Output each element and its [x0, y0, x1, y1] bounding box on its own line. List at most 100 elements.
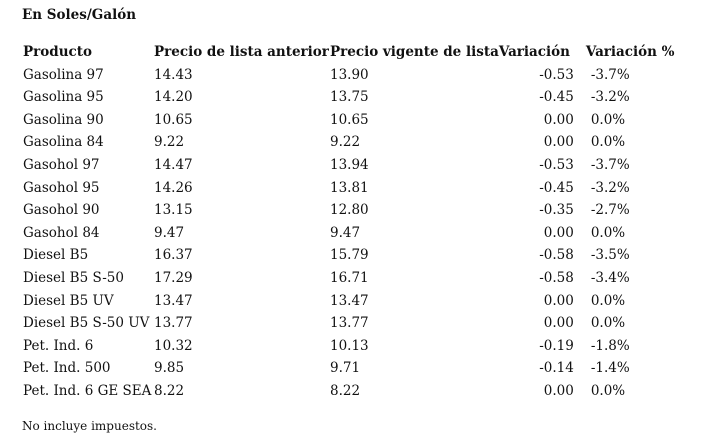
variation-cell: -0.45: [539, 89, 574, 106]
previous-price-cell: 9.47: [154, 224, 185, 241]
table-row: Diesel B5 16.37 15.79 -0.58 -3.5%: [23, 244, 681, 267]
current-price-cell: 13.94: [330, 156, 369, 173]
variation-pct-cell: 0.0%: [590, 315, 626, 332]
variation-pct-cell: -3.4%: [590, 269, 630, 286]
previous-price-cell: 8.22: [154, 382, 185, 399]
variation-cell: 0.00: [543, 382, 574, 399]
variation-cell: 0.00: [543, 134, 574, 151]
current-price-cell: 12.80: [330, 202, 369, 219]
product-cell: Pet. Ind. 6 GE SEA: [23, 382, 152, 399]
product-cell: Diesel B5 S-50: [23, 269, 124, 286]
current-price-cell: 13.81: [330, 179, 369, 196]
variation-pct-cell: 0.0%: [590, 111, 626, 128]
variation-cell: -0.53: [539, 156, 574, 173]
variation-pct-cell: 0.0%: [590, 134, 626, 151]
table-row: Gasohol 95 14.26 13.81 -0.45 -3.2%: [23, 177, 681, 200]
column-header-precio-vigente: Precio vigente de lista: [330, 44, 499, 60]
current-price-cell: 9.47: [330, 224, 361, 241]
variation-pct-cell: -3.7%: [590, 156, 630, 173]
variation-cell: 0.00: [543, 111, 574, 128]
previous-price-cell: 14.20: [154, 89, 193, 106]
variation-pct-cell: -3.2%: [590, 89, 630, 106]
current-price-cell: 10.65: [330, 111, 369, 128]
variation-pct-cell: -3.7%: [590, 66, 630, 83]
variation-cell: 0.00: [543, 292, 574, 309]
variation-cell: -0.14: [539, 360, 574, 377]
table-row: Gasolina 97 14.43 13.90 -0.53 -3.7%: [23, 64, 681, 87]
table-row: Gasohol 90 13.15 12.80 -0.35 -2.7%: [23, 199, 681, 222]
variation-cell: 0.00: [543, 224, 574, 241]
variation-cell: -0.58: [539, 269, 574, 286]
variation-pct-cell: -3.2%: [590, 179, 630, 196]
column-header-producto: Producto: [23, 44, 92, 60]
current-price-cell: 10.13: [330, 337, 369, 354]
variation-pct-cell: 0.0%: [590, 224, 626, 241]
table-row: Pet. Ind. 6 10.32 10.13 -0.19 -1.8%: [23, 335, 681, 358]
product-cell: Diesel B5: [23, 247, 89, 264]
previous-price-cell: 14.26: [154, 179, 193, 196]
product-cell: Gasolina 84: [23, 134, 104, 151]
variation-pct-cell: 0.0%: [590, 382, 626, 399]
table-row: Gasolina 90 10.65 10.65 0.00 0.0%: [23, 109, 681, 132]
table-row: Diesel B5 S-50 UV 13.77 13.77 0.00 0.0%: [23, 312, 681, 335]
table-row: Pet. Ind. 6 GE SEA 8.22 8.22 0.00 0.0%: [23, 380, 681, 403]
current-price-cell: 13.75: [330, 89, 369, 106]
current-price-cell: 15.79: [330, 247, 369, 264]
previous-price-cell: 14.47: [154, 156, 193, 173]
footnote: No incluye impuestos.: [22, 419, 157, 433]
table-row: Pet. Ind. 500 9.85 9.71 -0.14 -1.4%: [23, 357, 681, 380]
product-cell: Gasohol 84: [23, 224, 100, 241]
table-row: Diesel B5 S-50 17.29 16.71 -0.58 -3.4%: [23, 267, 681, 290]
table-body: Gasolina 97 14.43 13.90 -0.53 -3.7% Gasolina …: [23, 64, 681, 403]
table-row: Gasolina 95 14.20 13.75 -0.45 -3.2%: [23, 86, 681, 109]
variation-pct-cell: -3.5%: [590, 247, 630, 264]
table-row: Gasohol 84 9.47 9.47 0.00 0.0%: [23, 222, 681, 245]
variation-cell: -0.53: [539, 66, 574, 83]
column-header-variacion: Variación: [498, 44, 570, 60]
previous-price-cell: 13.47: [154, 292, 193, 309]
product-cell: Pet. Ind. 6: [23, 337, 94, 354]
unit-title: En Soles/Galón: [22, 7, 137, 23]
variation-cell: -0.58: [539, 247, 574, 264]
previous-price-cell: 14.43: [154, 66, 193, 83]
product-cell: Diesel B5 S-50 UV: [23, 315, 150, 332]
product-cell: Gasolina 95: [23, 89, 104, 106]
previous-price-cell: 10.65: [154, 111, 193, 128]
variation-cell: -0.35: [539, 202, 574, 219]
table-header-row: Producto Precio de lista anterior Precio…: [23, 41, 681, 64]
previous-price-cell: 13.15: [154, 202, 193, 219]
current-price-cell: 9.22: [330, 134, 361, 151]
current-price-cell: 13.47: [330, 292, 369, 309]
product-cell: Gasolina 90: [23, 111, 104, 128]
current-price-cell: 9.71: [330, 360, 361, 377]
current-price-cell: 8.22: [330, 382, 361, 399]
variation-cell: 0.00: [543, 315, 574, 332]
variation-cell: -0.45: [539, 179, 574, 196]
variation-cell: -0.19: [539, 337, 574, 354]
column-header-precio-anterior: Precio de lista anterior: [154, 44, 329, 60]
current-price-cell: 13.77: [330, 315, 369, 332]
product-cell: Diesel B5 UV: [23, 292, 114, 309]
product-cell: Gasohol 97: [23, 156, 100, 173]
variation-pct-cell: -1.4%: [590, 360, 630, 377]
table-row: Gasolina 84 9.22 9.22 0.00 0.0%: [23, 131, 681, 154]
variation-pct-cell: -2.7%: [590, 202, 630, 219]
product-cell: Gasohol 95: [23, 179, 100, 196]
current-price-cell: 13.90: [330, 66, 369, 83]
table-row: Diesel B5 UV 13.47 13.47 0.00 0.0%: [23, 290, 681, 313]
previous-price-cell: 9.22: [154, 134, 185, 151]
current-price-cell: 16.71: [330, 269, 369, 286]
previous-price-cell: 13.77: [154, 315, 193, 332]
previous-price-cell: 17.29: [154, 269, 193, 286]
previous-price-cell: 10.32: [154, 337, 193, 354]
variation-pct-cell: 0.0%: [590, 292, 626, 309]
variation-pct-cell: -1.8%: [590, 337, 630, 354]
product-cell: Gasohol 90: [23, 202, 100, 219]
product-cell: Pet. Ind. 500: [23, 360, 111, 377]
product-cell: Gasolina 97: [23, 66, 104, 83]
table-row: Gasohol 97 14.47 13.94 -0.53 -3.7%: [23, 154, 681, 177]
price-table: Producto Precio de lista anterior Precio…: [23, 41, 681, 403]
previous-price-cell: 9.85: [154, 360, 185, 377]
previous-price-cell: 16.37: [154, 247, 193, 264]
column-header-variacion-pct: Variación %: [585, 44, 675, 60]
